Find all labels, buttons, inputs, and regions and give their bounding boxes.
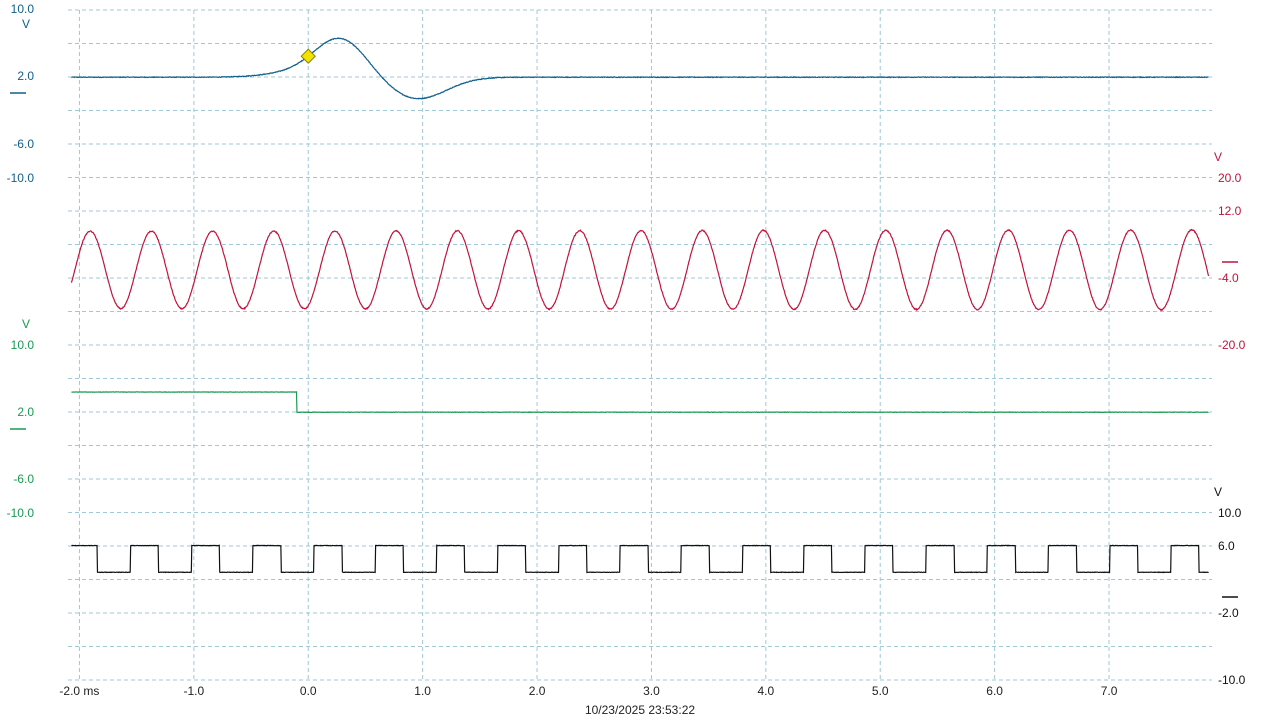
channel-labels: V10.02.0-6.0-10.0V20.012.0-4.0-20.0V10.0… [7, 2, 1246, 687]
ch1-scale-label: 10.0 [11, 2, 35, 16]
x-tick-label: 6.0 [986, 684, 1003, 698]
ch1-scale-label: 2.0 [17, 69, 34, 83]
grid [68, 9, 1212, 681]
ch1-scale-label: -10.0 [7, 171, 35, 185]
ch2-scale-label: -4.0 [1218, 271, 1239, 285]
x-tick-label: 5.0 [872, 684, 889, 698]
ch4-unit-label: V [1214, 485, 1222, 499]
trigger-marker-icon[interactable] [300, 48, 316, 64]
ch1-unit-label: V [22, 17, 30, 31]
ch1-trace [71, 37, 1209, 100]
ch2-scale-label: 20.0 [1218, 171, 1242, 185]
x-tick-label: 3.0 [643, 684, 660, 698]
ch3-scale-label: -6.0 [13, 472, 34, 486]
x-tick-label: -2.0 ms [59, 684, 99, 698]
x-tick-label: 7.0 [1101, 684, 1118, 698]
x-tick-label: 1.0 [414, 684, 431, 698]
ch4-trace [71, 544, 1209, 574]
ch4-scale-label: -10.0 [1218, 673, 1246, 687]
x-tick-label: 0.0 [300, 684, 317, 698]
x-tick-label: 4.0 [757, 684, 774, 698]
traces [70, 37, 1210, 574]
ch2-scale-label: -20.0 [1218, 338, 1246, 352]
ch2-scale-label: 12.0 [1218, 204, 1242, 218]
timestamp: 10/23/2025 23:53:22 [585, 703, 695, 717]
ch3-unit-label: V [22, 317, 30, 331]
ch2-unit-label: V [1214, 150, 1222, 164]
ch3-trace [71, 391, 1209, 414]
ch1-scale-label: -6.0 [13, 137, 34, 151]
x-tick-label: -1.0 [183, 684, 204, 698]
x-tick-label: 2.0 [529, 684, 546, 698]
ch3-scale-label: 10.0 [11, 338, 35, 352]
ch3-scale-label: 2.0 [17, 405, 34, 419]
time-axis: -2.0 ms -1.0 0.0 1.0 2.0 3.0 4.0 5.0 6.0 7.0 [59, 684, 1117, 698]
ch3-scale-label: -10.0 [7, 506, 35, 520]
ch2-trace [70, 228, 1210, 312]
ch4-scale-label: 10.0 [1218, 506, 1242, 520]
ch4-scale-label: -2.0 [1218, 606, 1239, 620]
ch4-scale-label: 6.0 [1218, 539, 1235, 553]
